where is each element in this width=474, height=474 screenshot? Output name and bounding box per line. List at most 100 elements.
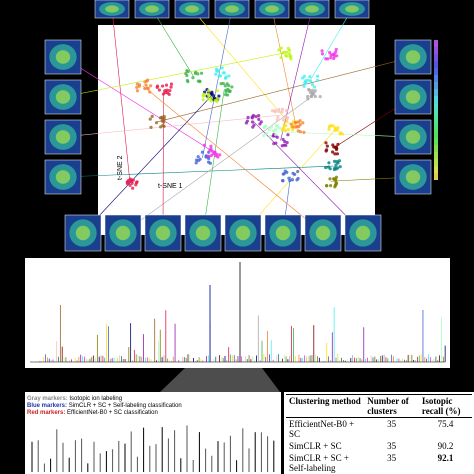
tsne-point: [277, 107, 281, 112]
tsne-point: [250, 115, 254, 119]
tsne-point: [302, 84, 306, 89]
tsne-point: [158, 116, 163, 120]
tsne-point: [149, 125, 153, 129]
tsne-point: [329, 56, 333, 60]
tsne-point: [275, 118, 279, 122]
tsne-point: [302, 130, 306, 134]
header-cell: Isotopic recall (%): [418, 394, 472, 418]
tsne-point: [169, 85, 173, 89]
tsne-point: [210, 90, 214, 94]
tsne-point: [327, 161, 331, 165]
tsne-point: [230, 85, 234, 89]
tsne-point: [285, 119, 289, 124]
tsne-point: [201, 94, 205, 98]
connector: [162, 89, 164, 234]
tsne-point: [186, 80, 190, 84]
table-cell: 35: [387, 419, 397, 429]
thumbnail-core: [145, 5, 159, 13]
tsne-point: [279, 56, 283, 60]
tsne-point: [213, 98, 217, 103]
colorbar: [434, 117, 438, 124]
legend-entry: Red markers: EfficientNet-B0 + SC classi…: [27, 410, 182, 417]
tsne-point: [206, 154, 210, 158]
connector: [62, 56, 213, 152]
tsne-point: [277, 126, 282, 130]
tsne-point: [306, 78, 310, 82]
colorbar: [434, 61, 438, 68]
tsne-point: [274, 133, 278, 137]
connector: [62, 52, 284, 98]
tsne-point: [332, 52, 336, 56]
tsne-point: [160, 119, 164, 123]
tsne-point: [283, 169, 287, 173]
tsne-point: [191, 76, 195, 80]
thumbnail-core: [185, 5, 199, 13]
tsne-point: [324, 141, 328, 145]
colorbar: [434, 138, 438, 145]
tsne-point: [333, 128, 337, 132]
tsne-point: [313, 89, 317, 93]
tsne-point: [329, 184, 333, 188]
colorbar: [434, 75, 438, 82]
tsne-point: [148, 90, 152, 94]
legend-key: Gray markers:: [27, 396, 68, 402]
legend-text: EfficientNet-B0 + SC classification: [65, 410, 158, 416]
tsne-point: [168, 89, 172, 93]
tsne-point: [289, 122, 293, 126]
tsne-point: [295, 124, 299, 129]
table-cell: 35: [387, 441, 397, 451]
table-row: SimCLR + SC + Self-labeling 35 92.1: [286, 452, 472, 474]
tsne-point: [184, 71, 188, 76]
thumbnail-core: [405, 130, 421, 144]
thumbnail-core: [305, 5, 319, 13]
tsne-point: [330, 150, 335, 154]
thumbnail-core: [55, 50, 71, 64]
tsne-point: [135, 89, 140, 93]
tsne-point: [128, 183, 132, 187]
tsne-point: [291, 125, 295, 129]
tsne-point: [221, 81, 225, 86]
tsne-point: [280, 110, 284, 114]
tsne-point: [293, 120, 297, 125]
tsne-point: [340, 132, 345, 136]
tsne-point: [284, 108, 289, 113]
tsne-point: [324, 149, 328, 153]
colorbar: [434, 145, 438, 152]
tsne-point: [313, 85, 317, 89]
tsne-point: [295, 178, 299, 182]
tsne-point: [284, 124, 288, 128]
tsne-point: [164, 83, 169, 87]
connector: [62, 165, 333, 178]
results-table: Clustering method Number of clusters Isoto…: [286, 394, 472, 474]
tsne-point: [159, 125, 163, 129]
tsne-point: [290, 178, 295, 182]
tsne-point: [198, 79, 202, 84]
tsne-point: [281, 118, 286, 122]
spectrum-panel: [25, 258, 450, 368]
legend-key: Blue markers:: [27, 403, 68, 409]
tsne-point: [267, 128, 271, 132]
tsne-point: [216, 97, 220, 101]
tsne-point: [144, 83, 148, 87]
tsne-point: [293, 172, 297, 176]
colorbar: [434, 96, 438, 103]
tsne-point: [224, 88, 228, 92]
tsne-point: [333, 152, 337, 156]
tsne-point: [310, 88, 315, 92]
legend: Gray markers: Isotopic ion labeling Blue …: [27, 396, 182, 417]
legend-entry: Blue markers: SimCLR + SC + Self-labelin…: [27, 403, 182, 410]
tsne-point: [131, 186, 135, 190]
tsne-point: [327, 127, 331, 132]
colorbar: [434, 131, 438, 138]
tsne-point: [201, 98, 205, 102]
tsne-point: [207, 94, 211, 98]
colorbar: [434, 173, 438, 180]
connector: [82, 95, 213, 234]
tsne-point: [252, 123, 256, 127]
tsne-point: [301, 121, 305, 125]
tsne-point: [284, 54, 288, 58]
tsne-point: [337, 159, 342, 163]
table-row: SimCLR + SC 35 90.2: [286, 440, 472, 452]
connector: [271, 8, 297, 127]
tsne-point: [262, 134, 266, 138]
